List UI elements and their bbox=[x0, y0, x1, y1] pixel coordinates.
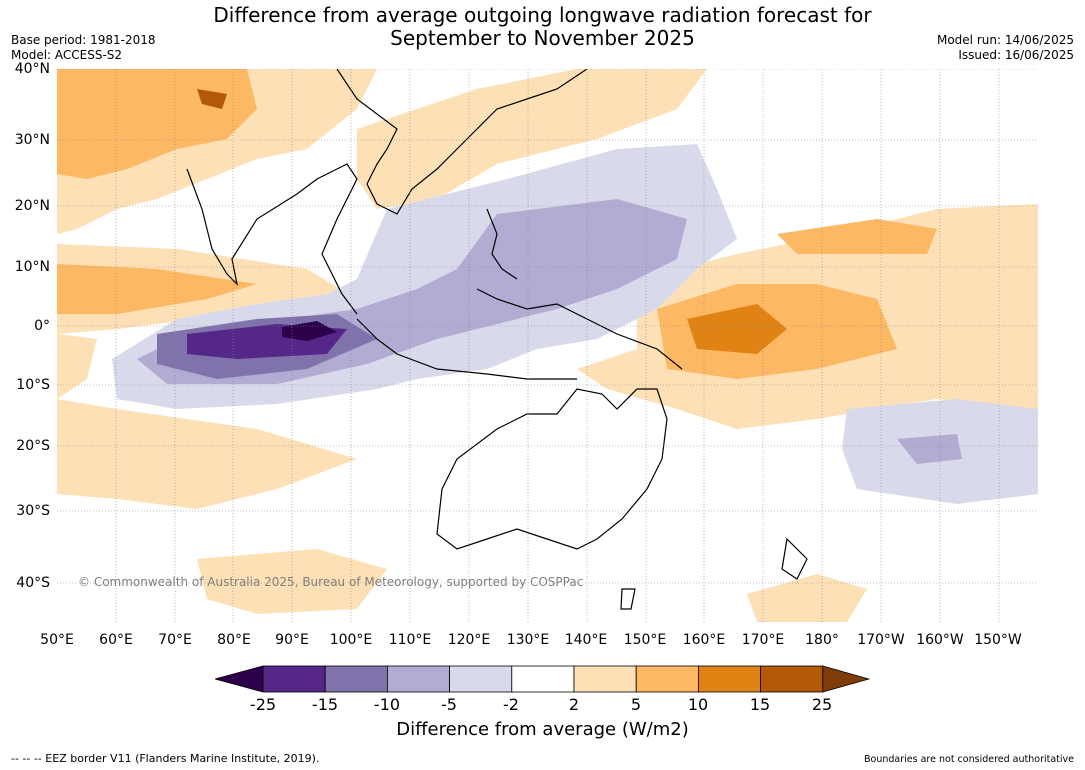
lon-label-70e: 70°E bbox=[158, 632, 192, 648]
lon-label-120e: 120°E bbox=[447, 632, 491, 648]
colorbar-title: Difference from average (W/m2) bbox=[396, 719, 689, 740]
lon-label-150w: 150°W bbox=[974, 632, 1022, 648]
meta-right: Model run: 14/06/2025 Issued: 16/06/2025 bbox=[937, 33, 1074, 63]
lon-label-170e: 170°E bbox=[741, 632, 785, 648]
title-line-2: September to November 2025 bbox=[390, 26, 695, 50]
colorbar-extend-high bbox=[822, 665, 871, 693]
lon-label-160w: 160°W bbox=[916, 632, 964, 648]
lon-label-160e: 160°E bbox=[682, 632, 726, 648]
issued-date: Issued: 16/06/2025 bbox=[958, 48, 1074, 62]
colorbar-tick: 15 bbox=[749, 695, 771, 714]
coastlines bbox=[186, 69, 808, 610]
map-title: Difference from average outgoing longwav… bbox=[0, 4, 1085, 50]
lon-label-60e: 60°E bbox=[99, 632, 133, 648]
lat-label-40s: 40°S bbox=[16, 575, 50, 591]
colorbar-tick: 10 bbox=[687, 695, 709, 714]
title-line-1: Difference from average outgoing longwav… bbox=[213, 3, 872, 27]
lon-label-180: 180° bbox=[805, 632, 839, 648]
colorbar-segment bbox=[511, 665, 575, 693]
colorbar-segment bbox=[262, 665, 326, 693]
colorbar-segment bbox=[573, 665, 637, 693]
colorbar-tick: 2 bbox=[568, 695, 580, 714]
lon-label-130e: 130°E bbox=[506, 632, 550, 648]
lon-label-50e: 50°E bbox=[40, 632, 74, 648]
lon-label-170w: 170°W bbox=[857, 632, 905, 648]
colorbar-segment bbox=[760, 665, 824, 693]
colorbar-tick: 5 bbox=[630, 695, 642, 714]
lon-label-110e: 110°E bbox=[388, 632, 432, 648]
lat-label-10n: 10°N bbox=[14, 259, 50, 275]
model-run: Model run: 14/06/2025 bbox=[936, 33, 1074, 47]
lat-label-10s: 10°S bbox=[16, 377, 50, 393]
lon-label-80e: 80°E bbox=[217, 632, 251, 648]
model-name: Model: ACCESS-S2 bbox=[11, 48, 123, 62]
lat-label-0: 0° bbox=[34, 318, 50, 334]
lon-label-100e: 100°E bbox=[329, 632, 373, 648]
colorbar-tick: -10 bbox=[373, 695, 401, 714]
copyright-notice: © Commonwealth of Australia 2025, Bureau… bbox=[78, 575, 584, 589]
lat-label-30s: 30°S bbox=[16, 503, 50, 519]
lon-label-90e: 90°E bbox=[275, 632, 309, 648]
colorbar-segment bbox=[386, 665, 450, 693]
colorbar-segment bbox=[635, 665, 699, 693]
colorbar bbox=[215, 665, 871, 693]
footer-disclaimer: Boundaries are not considered authoritat… bbox=[864, 754, 1074, 765]
positive-anomaly-fields bbox=[57, 69, 1038, 622]
gridlines bbox=[57, 69, 1038, 622]
footer-eez-note: -- -- -- EEZ border V11 (Flanders Marine… bbox=[11, 752, 320, 765]
base-period: Base period: 1981-2018 bbox=[11, 33, 156, 47]
colorbar-extend-low bbox=[215, 665, 264, 693]
meta-left: Base period: 1981-2018 Model: ACCESS-S2 bbox=[11, 33, 156, 63]
map-area bbox=[57, 69, 1038, 622]
colorbar-tick: -15 bbox=[311, 695, 339, 714]
lat-label-20s: 20°S bbox=[16, 438, 50, 454]
colorbar-segment bbox=[697, 665, 761, 693]
lon-label-150e: 150°E bbox=[623, 632, 667, 648]
lat-label-20n: 20°N bbox=[14, 198, 50, 214]
lat-label-40n: 40°N bbox=[14, 61, 50, 77]
colorbar-segment bbox=[324, 665, 388, 693]
colorbar-segment bbox=[449, 665, 513, 693]
colorbar-tick: -5 bbox=[441, 695, 457, 714]
colorbar-tick: -2 bbox=[503, 695, 519, 714]
lon-label-140e: 140°E bbox=[564, 632, 608, 648]
colorbar-tick: -25 bbox=[249, 695, 277, 714]
lat-label-30n: 30°N bbox=[14, 132, 50, 148]
negative-anomaly-fields bbox=[112, 144, 1038, 504]
colorbar-tick: 25 bbox=[811, 695, 833, 714]
